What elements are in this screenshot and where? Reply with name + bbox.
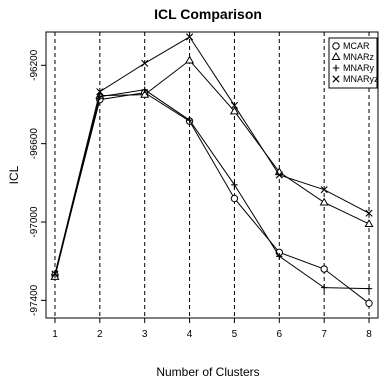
series-line-mnary [54,89,370,290]
legend-label-mnarz: MNARz [343,52,374,62]
point-mnaryz-7 [320,186,328,194]
point-mnaryz-3 [141,59,149,67]
point-mnarz-7 [319,197,329,206]
point-mnary-2 [96,93,104,100]
series-line-mnarz [54,59,370,277]
x-tick-label-2: 2 [97,329,103,340]
y-tick-label-2: -97000 [29,206,40,238]
x-tick-label-1: 1 [52,329,58,340]
legend-marker-mnaryz [332,75,340,83]
x-axis: 1 2 3 4 5 6 7 8 [52,318,372,340]
point-mcar-7 [320,265,328,273]
legend-marker-mcar [332,42,340,50]
legend-label-mnary: MNARy [343,63,374,73]
chart-title: ICL Comparison [154,6,262,22]
point-mnary-7 [320,284,328,291]
legend-label-mnaryz: MNARyz [343,74,379,84]
x-tick-label-5: 5 [232,329,238,340]
x-tick-label-3: 3 [142,329,148,340]
gridlines [54,32,370,318]
point-mnaryz-6 [275,171,283,179]
legend-marker-mnarz [331,52,341,61]
point-mnary-3 [141,86,148,93]
series-group [50,33,374,308]
point-mnary-6 [276,253,283,260]
point-mnaryz-5 [230,101,239,110]
y-axis-label: ICL [7,165,21,184]
y-tick-label-4: -96200 [29,49,40,81]
point-mnaryz-8 [365,209,373,217]
point-mnary-8 [365,285,373,292]
legend-marker-mnary [332,64,340,72]
x-tick-label-8: 8 [366,329,372,340]
point-mnaryz-1 [51,270,59,278]
x-tick-label-7: 7 [321,329,327,340]
point-mnarz-5 [229,106,239,115]
point-mnary-4 [186,116,193,124]
point-mcar-5 [230,194,239,203]
series-mnaryz [51,33,373,278]
x-tick-label-4: 4 [187,329,193,340]
x-tick-label-6: 6 [277,329,283,340]
point-mnaryz-4 [185,33,194,41]
x-axis-label: Number of Clusters [156,365,259,379]
y-tick-label-3: -96600 [29,128,40,160]
plot-area [45,31,379,319]
point-mnarz-8 [364,219,374,228]
series-line-mcar [54,92,370,304]
point-mnary-5 [231,181,238,188]
y-tick-label-1: -97400 [29,284,40,316]
point-mnarz-4 [185,55,195,64]
y-axis: -97400 -97000 -96600 -96200 [29,49,46,316]
point-mcar-8 [365,299,373,308]
point-mnaryz-2 [96,88,104,96]
series-line-mnaryz [54,36,370,275]
point-mnarz-3 [140,89,150,98]
legend-label-mcar: MCAR [343,41,370,51]
